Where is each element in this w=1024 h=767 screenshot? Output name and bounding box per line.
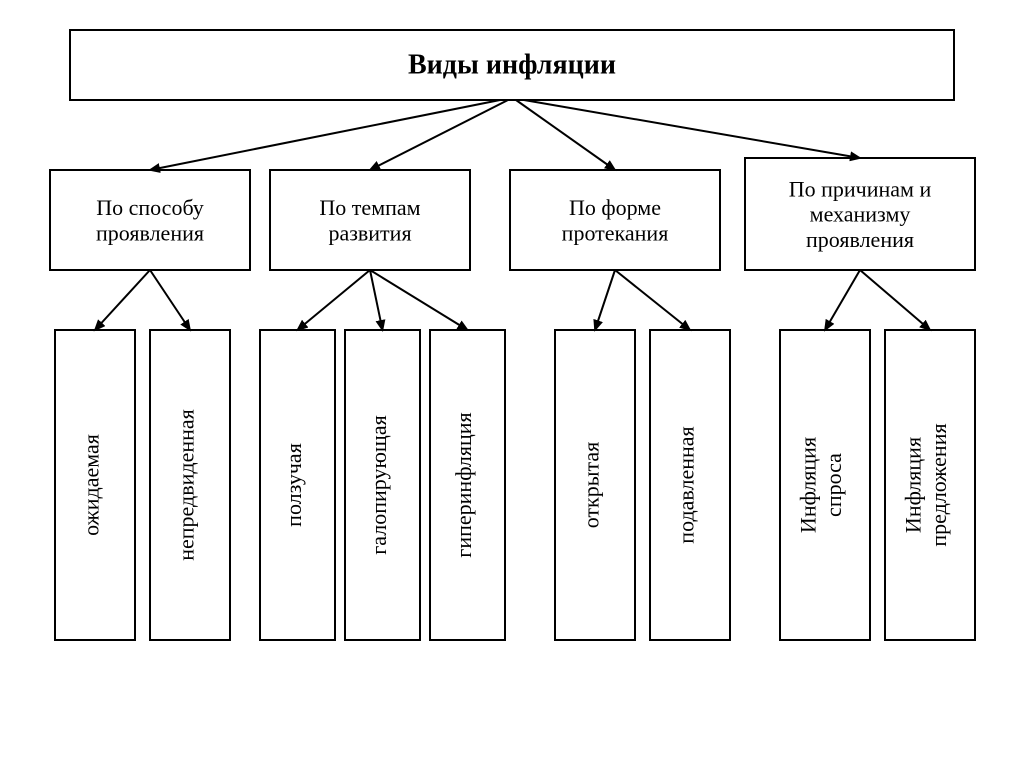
leaf-label-l2: ползучая <box>281 443 306 527</box>
connector-arrow <box>825 270 860 330</box>
category-label-c2-1: развития <box>328 220 411 245</box>
connector-arrow <box>95 270 150 330</box>
connector-arrow <box>370 270 468 330</box>
category-label-c2-0: По темпам <box>319 195 420 220</box>
category-label-c4-2: проявления <box>806 227 914 252</box>
leaf-label-l8-1: предложения <box>926 423 951 546</box>
connector-arrow <box>370 100 508 170</box>
category-label-c3-1: протекания <box>562 220 669 245</box>
leaf-label-l0: ожидаемая <box>78 434 103 536</box>
leaf-label-l7-0: Инфляция <box>796 437 821 533</box>
connector-arrow <box>298 270 371 330</box>
leaf-label-l7-1: спроса <box>821 453 846 517</box>
category-label-c1-0: По способу <box>96 195 204 220</box>
leaf-label-l4: гиперинфляция <box>451 412 476 557</box>
connector-arrow <box>150 100 500 170</box>
category-label-c1-1: проявления <box>96 220 204 245</box>
connector-arrow <box>370 270 383 330</box>
leaf-label-l1: непредвиденная <box>173 409 198 561</box>
category-label-c4-1: механизму <box>810 202 911 227</box>
category-label-c4-0: По причинам и <box>789 176 932 201</box>
connector-arrow <box>860 270 930 330</box>
root-title: Виды инфляции <box>408 49 616 80</box>
connector-arrow <box>595 270 615 330</box>
connector-arrow <box>524 100 860 158</box>
leaf-label-l8-0: Инфляция <box>901 437 926 533</box>
category-label-c3-0: По форме <box>569 195 661 220</box>
connector-arrow <box>150 270 190 330</box>
leaf-label-l3: галопирующая <box>366 415 391 554</box>
connector-arrow <box>615 270 690 330</box>
connector-arrow <box>516 100 615 170</box>
leaf-label-l5: открытая <box>578 442 603 529</box>
leaf-label-l6: подавленная <box>673 426 698 543</box>
